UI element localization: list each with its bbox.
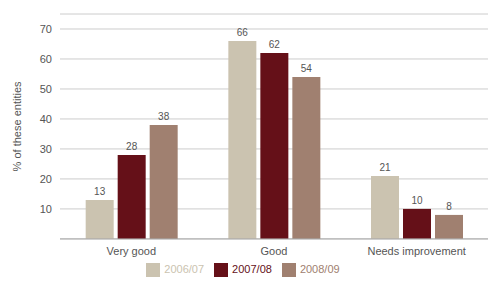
svg-text:Needs improvement: Needs improvement — [367, 245, 465, 257]
html-text:2007/08: 2007/08 — [232, 262, 272, 275]
svg-text:38: 38 — [158, 111, 170, 122]
svg-text:% of these entities: % of these entities — [11, 81, 23, 171]
svg-text:21: 21 — [379, 162, 391, 173]
svg-text:10: 10 — [411, 195, 423, 206]
svg-text:Very good: Very good — [107, 245, 157, 257]
svg-text:70: 70 — [40, 23, 52, 35]
svg-text:13: 13 — [94, 186, 106, 197]
svg-text:50: 50 — [40, 83, 52, 95]
html-text:2006/07: 2006/07 — [164, 262, 205, 275]
svg-text:28: 28 — [126, 141, 138, 152]
svg-text:40: 40 — [40, 113, 52, 125]
html-text:2008/09: 2008/09 — [299, 262, 340, 275]
svg-text:30: 30 — [40, 143, 52, 155]
svg-text:60: 60 — [40, 53, 52, 65]
svg-text:10: 10 — [40, 203, 52, 215]
svg-text:Good: Good — [261, 245, 288, 257]
svg-text:54: 54 — [301, 63, 313, 74]
svg-text:20: 20 — [40, 173, 52, 185]
svg-text:66: 66 — [237, 27, 249, 38]
svg-text:62: 62 — [269, 39, 281, 50]
svg-text:8: 8 — [446, 201, 452, 212]
